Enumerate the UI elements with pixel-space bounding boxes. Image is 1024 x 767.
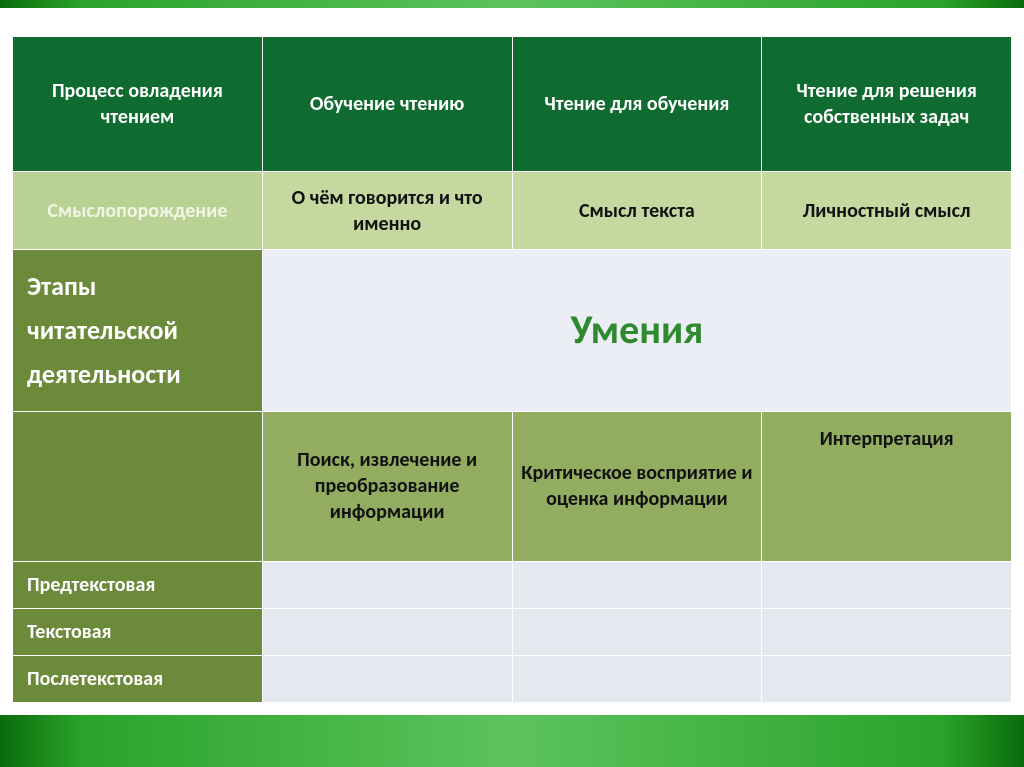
header-process: Процесс овладения чтением — [13, 37, 263, 172]
meaning-row: Смыслопорождение О чём говорится и что и… — [13, 172, 1012, 250]
stage-pretext-c2 — [262, 561, 512, 608]
stage-posttext-c4 — [762, 655, 1012, 702]
stage-posttext-label: Послетекстовая — [13, 655, 263, 702]
stage-text-row: Текстовая — [13, 608, 1012, 655]
slide-inner: Процесс овладения чтением Обучение чтени… — [0, 8, 1024, 715]
stage-posttext-c3 — [512, 655, 762, 702]
stage-pretext-c3 — [512, 561, 762, 608]
header-read-for-tasks: Чтение для решения собственных задач — [762, 37, 1012, 172]
stage-text-c2 — [262, 608, 512, 655]
meaning-personal: Личностный смысл — [762, 172, 1012, 250]
stage-posttext-c2 — [262, 655, 512, 702]
meaning-label: Смыслопорождение — [13, 172, 263, 250]
stage-text-c4 — [762, 608, 1012, 655]
skills-cell: Умения — [262, 250, 1011, 412]
header-read-to-learn: Чтение для обучения — [512, 37, 762, 172]
stage-posttext-row: Послетекстовая — [13, 655, 1012, 702]
skills-detail-label — [13, 411, 263, 561]
stage-pretext-label: Предтекстовая — [13, 561, 263, 608]
skill-critical: Критическое восприятие и оценка информац… — [512, 411, 762, 561]
reading-matrix-table: Процесс овладения чтением Обучение чтени… — [12, 36, 1012, 703]
stages-label: Этапы читательской деятельности — [13, 250, 263, 412]
stages-label-text: Этапы читательской деятельности — [27, 264, 248, 397]
slide-frame: Процесс овладения чтением Обучение чтени… — [0, 0, 1024, 767]
skills-detail-row: Поиск, извлечение и преобразование инфор… — [13, 411, 1012, 561]
meaning-what: О чём говорится и что именно — [262, 172, 512, 250]
stages-row: Этапы читательской деятельности Умения — [13, 250, 1012, 412]
skill-interpret: Интерпретация — [762, 411, 1012, 561]
stage-pretext-row: Предтекстовая — [13, 561, 1012, 608]
meaning-text: Смысл текста — [512, 172, 762, 250]
skill-search: Поиск, извлечение и преобразование инфор… — [262, 411, 512, 561]
stage-text-label: Текстовая — [13, 608, 263, 655]
stage-text-c3 — [512, 608, 762, 655]
stage-pretext-c4 — [762, 561, 1012, 608]
header-row: Процесс овладения чтением Обучение чтени… — [13, 37, 1012, 172]
header-learn-to-read: Обучение чтению — [262, 37, 512, 172]
